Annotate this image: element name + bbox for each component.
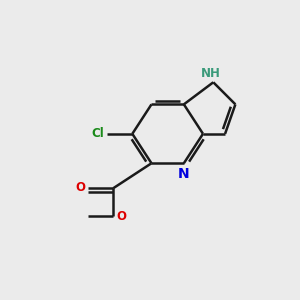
Text: N: N — [178, 167, 190, 182]
Text: O: O — [75, 181, 85, 194]
Text: O: O — [116, 210, 126, 223]
Text: NH: NH — [200, 67, 220, 80]
Text: Cl: Cl — [92, 127, 104, 140]
